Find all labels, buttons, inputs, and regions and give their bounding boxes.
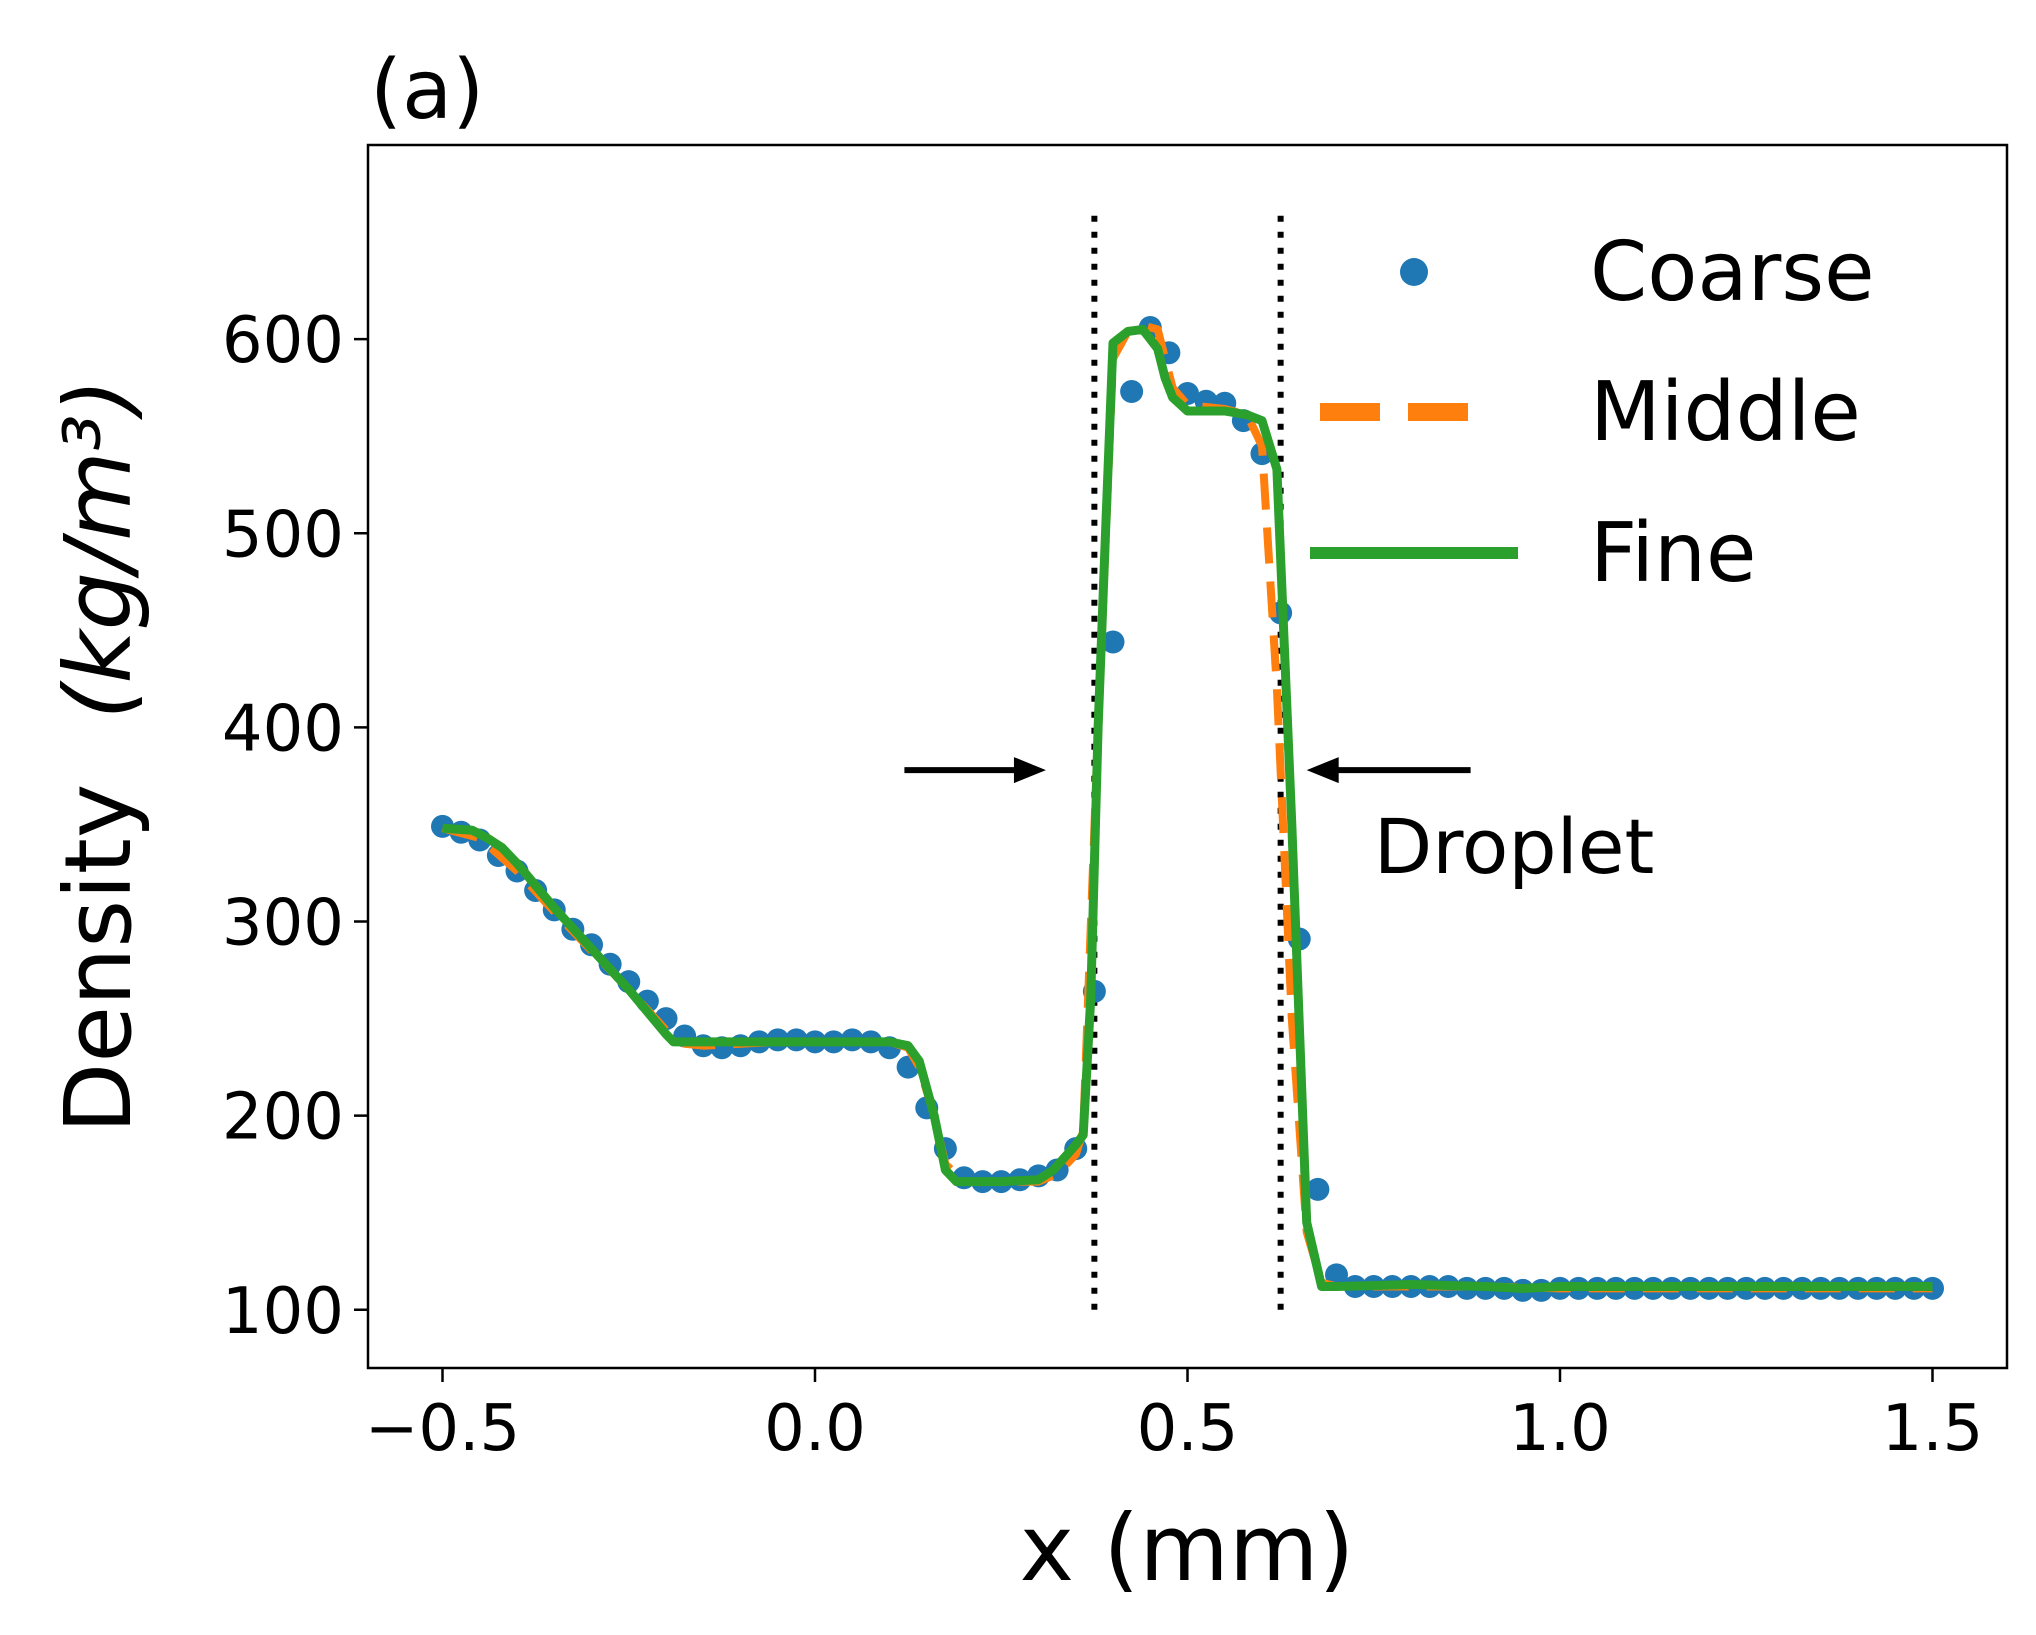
x-tick-label: 0.0 <box>764 1392 866 1466</box>
middle-series-line <box>441 321 1933 1293</box>
coarse-point <box>1120 380 1144 404</box>
y-axis-label-unit: (kg/m³) <box>45 379 152 720</box>
y-axis: 100 200 300 400 500 600 <box>222 304 368 1349</box>
legend-label-fine: Fine <box>1590 506 1756 601</box>
x-tick-label: 0.5 <box>1137 1392 1239 1466</box>
legend-marker-coarse <box>1400 258 1428 286</box>
y-tick-label: 100 <box>222 1275 344 1349</box>
panel-label: (a) <box>370 43 484 138</box>
plot-frame <box>366 143 2009 1370</box>
x-tick-label: 1.5 <box>1882 1392 1984 1466</box>
droplet-arrow-head-1 <box>1013 757 1046 784</box>
coarse-point <box>1325 1263 1348 1287</box>
x-axis: −0.5 0.0 0.5 1.0 1.5 <box>365 1368 1984 1466</box>
x-tick-label: 1.0 <box>1509 1392 1611 1466</box>
y-tick-label: 500 <box>222 498 344 572</box>
legend: Coarse Middle Fine <box>1310 225 1875 601</box>
y-tick-label: 200 <box>222 1081 344 1155</box>
coarse-point <box>1306 1177 1330 1201</box>
fine-series-line <box>442 324 1933 1293</box>
y-axis-label: Density (kg/m³) <box>45 379 152 1134</box>
plot-content: Droplet <box>431 207 1944 1310</box>
y-tick-label: 600 <box>222 304 344 378</box>
coarse-point <box>1101 630 1125 654</box>
x-axis-label: x (mm) <box>1020 1495 1355 1602</box>
x-tick-label: −0.5 <box>365 1392 520 1466</box>
y-axis-label-group: Density (kg/m³) <box>45 379 152 1134</box>
droplet-annotation: Droplet <box>1374 802 1655 891</box>
droplet-arrow-head-2 <box>1306 757 1339 784</box>
y-tick-label: 300 <box>222 887 344 961</box>
legend-label-coarse: Coarse <box>1590 225 1875 320</box>
y-tick-label: 400 <box>222 692 344 766</box>
legend-label-middle: Middle <box>1590 365 1861 460</box>
y-axis-label-text: Density <box>45 784 152 1134</box>
